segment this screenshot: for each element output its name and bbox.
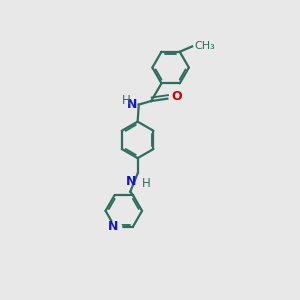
- Text: CH₃: CH₃: [194, 41, 215, 51]
- Text: H: H: [122, 94, 130, 107]
- Text: N: N: [127, 98, 137, 111]
- Text: N: N: [126, 175, 136, 188]
- Text: N: N: [108, 220, 119, 233]
- Text: H: H: [142, 177, 150, 190]
- Text: O: O: [171, 90, 181, 104]
